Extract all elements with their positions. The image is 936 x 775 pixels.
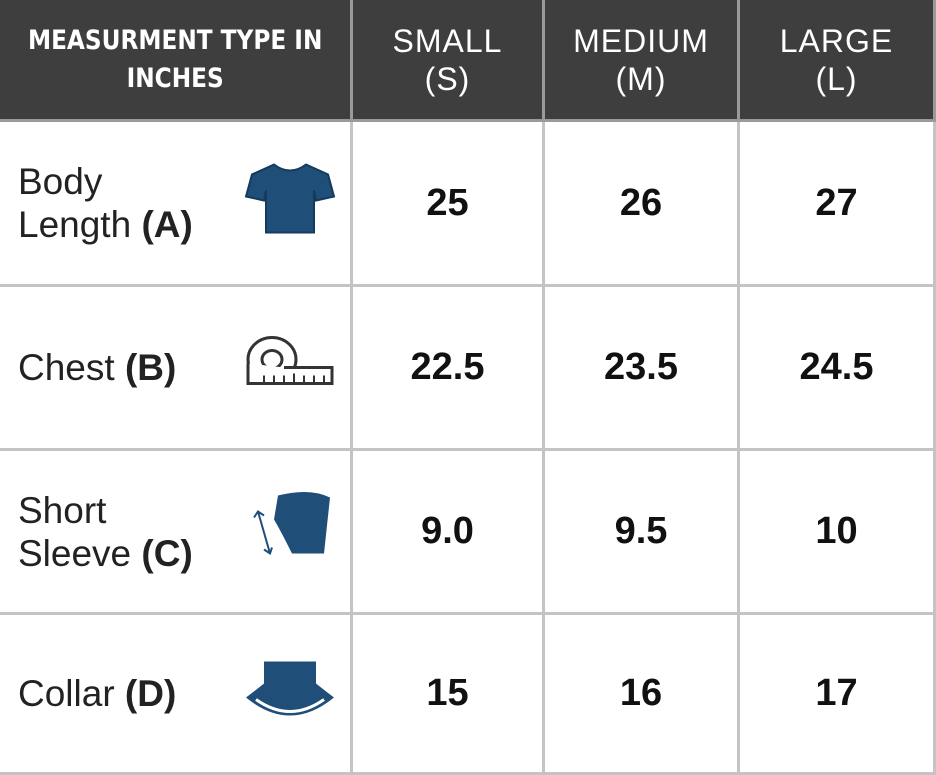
label-word: Sleeve xyxy=(18,532,132,574)
label-text: Collar (D) xyxy=(18,672,176,715)
label-word: Body xyxy=(18,161,103,202)
icon xyxy=(244,657,336,730)
header-line: (S) xyxy=(424,60,471,97)
label-line: Sleeve (C) xyxy=(18,532,193,575)
value-cell: 15 xyxy=(353,615,545,775)
value-cell: 27 xyxy=(740,122,936,287)
label-text: Body Length (A) xyxy=(18,160,193,246)
icon xyxy=(244,163,336,244)
label-cell: Chest (B) xyxy=(0,287,353,451)
icon xyxy=(244,333,336,402)
label-code: (A) xyxy=(141,204,193,245)
label-cell: Body Length (A) xyxy=(0,122,353,287)
label-text: Chest (B) xyxy=(18,346,176,389)
label-line: Collar (D) xyxy=(18,672,176,715)
value-cell: 26 xyxy=(545,122,740,287)
header-line: SMALL xyxy=(392,22,503,59)
label-code: (B) xyxy=(124,347,177,388)
label-line: Short xyxy=(18,489,193,532)
header-line: LARGE xyxy=(779,22,894,59)
label-line: Body xyxy=(18,160,193,203)
label-word: Chest xyxy=(18,347,115,388)
label-cell: Short Sleeve (C) xyxy=(0,451,353,615)
value-cell: 10 xyxy=(740,451,936,615)
header-cell: MEASURMENT TYPE IN INCHES xyxy=(0,0,353,122)
label-line: Length (A) xyxy=(18,203,193,246)
header-line: MEASURMENT TYPE IN xyxy=(27,24,323,56)
label-text: Short Sleeve (C) xyxy=(18,489,193,575)
value-cell: 9.0 xyxy=(353,451,545,615)
value-cell: 9.5 xyxy=(545,451,740,615)
label-code: (C) xyxy=(141,532,193,574)
header-line: INCHES xyxy=(126,62,224,94)
label-word: Short xyxy=(18,489,107,531)
value-cell: 16 xyxy=(545,615,740,775)
label-cell: Collar (D) xyxy=(0,615,353,775)
header-cell: LARGE (L) xyxy=(740,0,936,122)
header-cell: MEDIUM (M) xyxy=(545,0,740,122)
value-cell: 24.5 xyxy=(740,287,936,451)
value-cell: 25 xyxy=(353,122,545,287)
header-line: (M) xyxy=(615,60,667,97)
label-code: (D) xyxy=(124,673,177,714)
value-cell: 17 xyxy=(740,615,936,775)
icon xyxy=(250,489,336,574)
value-cell: 22.5 xyxy=(353,287,545,451)
label-word: Collar xyxy=(18,673,115,714)
header-line: MEDIUM xyxy=(573,22,709,59)
label-line: Chest (B) xyxy=(18,346,176,389)
value-cell: 23.5 xyxy=(545,287,740,451)
header-cell: SMALL (S) xyxy=(353,0,545,122)
header-line: (L) xyxy=(815,60,858,97)
header-text: MEASURMENT TYPE IN INCHES xyxy=(27,21,323,98)
label-word: Length xyxy=(18,204,132,245)
